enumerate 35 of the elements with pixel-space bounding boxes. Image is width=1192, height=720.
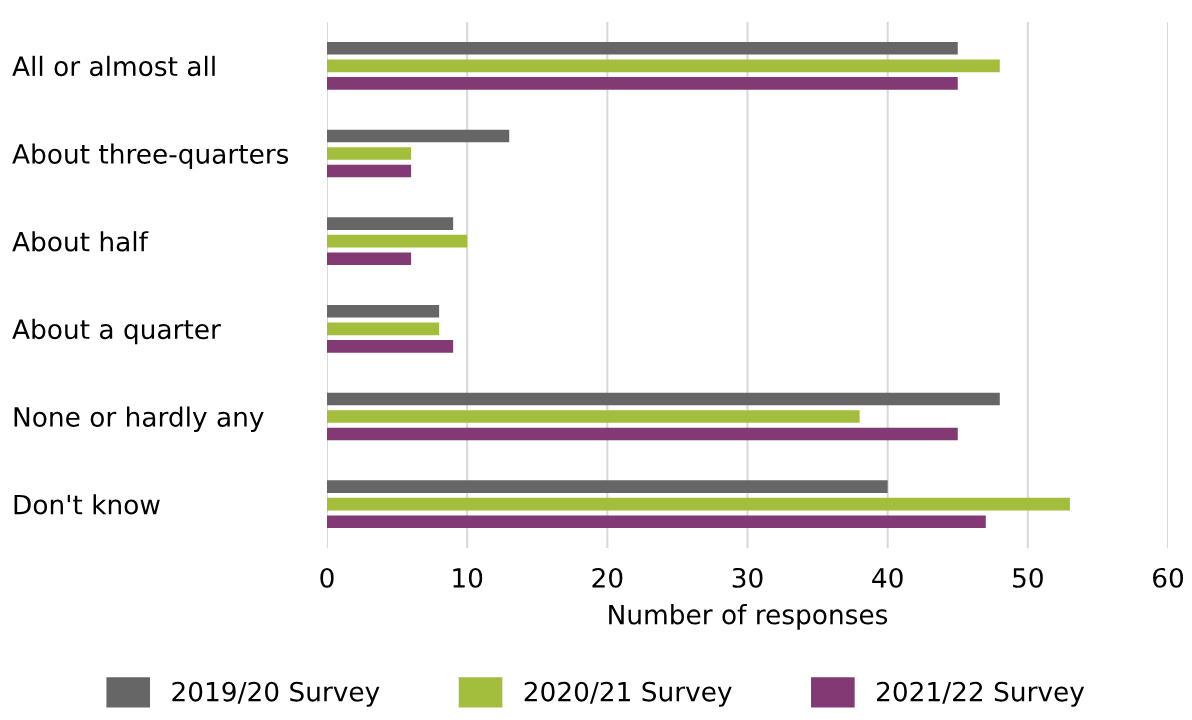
legend-label: 2020/21 Survey bbox=[524, 681, 732, 707]
bar bbox=[327, 164, 412, 178]
bar bbox=[327, 340, 454, 353]
legend-label: 2021/22 Survey bbox=[877, 681, 1085, 707]
x-tick-label: 20 bbox=[592, 567, 623, 588]
bar bbox=[327, 480, 888, 493]
x-axis-title: Number of responses bbox=[609, 604, 888, 630]
y-tick-label: Don't know bbox=[14, 494, 160, 515]
bar bbox=[327, 322, 440, 336]
x-tick-label: 10 bbox=[453, 567, 483, 588]
bar bbox=[327, 234, 468, 248]
y-tick-label: About three-quarters bbox=[12, 143, 289, 170]
bar bbox=[327, 515, 986, 529]
bar bbox=[327, 59, 1000, 73]
bar bbox=[327, 217, 454, 230]
bar bbox=[327, 410, 860, 423]
bar bbox=[327, 304, 440, 318]
x-tick-label: 50 bbox=[1013, 567, 1043, 588]
bar bbox=[327, 41, 958, 55]
bar bbox=[327, 392, 1000, 406]
x-tick-label: 30 bbox=[732, 567, 763, 588]
bar bbox=[327, 147, 412, 160]
bar bbox=[327, 77, 958, 90]
y-tick-label: None or hardly any bbox=[14, 406, 264, 433]
x-tick-label: 0 bbox=[320, 567, 334, 588]
legend-label: 2019/20 Survey bbox=[172, 681, 380, 707]
bar bbox=[327, 497, 1070, 511]
y-tick-label: About half bbox=[12, 231, 149, 252]
x-tick-label: 60 bbox=[1153, 567, 1184, 588]
bar bbox=[327, 252, 412, 266]
y-tick-label: All or almost all bbox=[12, 55, 215, 77]
bar bbox=[327, 427, 958, 441]
bar bbox=[327, 129, 510, 143]
y-tick-label: About a quarter bbox=[12, 318, 221, 345]
x-tick-label: 40 bbox=[872, 567, 903, 588]
